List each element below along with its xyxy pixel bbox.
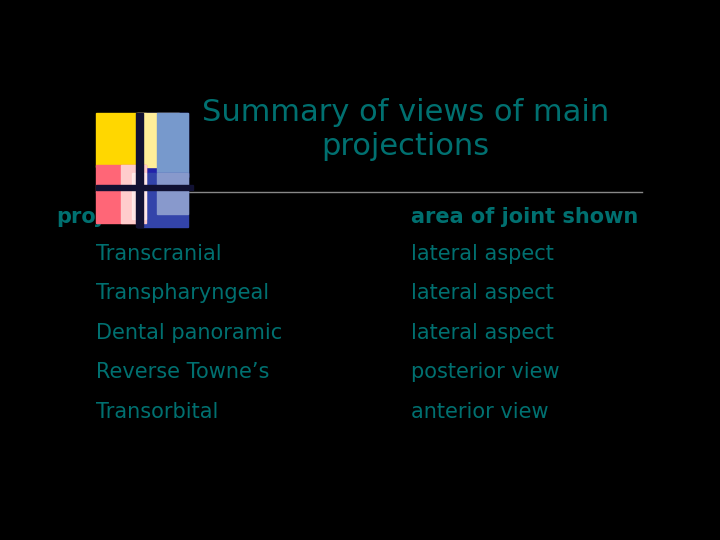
Text: Transpharyngeal: Transpharyngeal <box>96 284 269 303</box>
Text: lateral aspect: lateral aspect <box>411 284 554 303</box>
Bar <box>138 173 188 227</box>
Text: anterior view: anterior view <box>411 402 549 422</box>
Bar <box>96 185 193 190</box>
Bar <box>138 113 188 177</box>
Text: lateral aspect: lateral aspect <box>411 244 554 264</box>
Text: Transcranial: Transcranial <box>96 244 221 264</box>
Text: projection: projection <box>57 207 176 227</box>
Text: Reverse Towne’s: Reverse Towne’s <box>96 362 269 382</box>
Bar <box>121 165 145 223</box>
Text: lateral aspect: lateral aspect <box>411 323 554 343</box>
Text: posterior view: posterior view <box>411 362 559 382</box>
Bar <box>136 113 143 227</box>
Text: Transorbital: Transorbital <box>96 402 218 422</box>
Bar <box>96 113 145 167</box>
Text: Dental panoramic: Dental panoramic <box>96 323 282 343</box>
Bar <box>157 173 188 214</box>
Bar <box>132 173 145 219</box>
Text: Summary of views of main
projections: Summary of views of main projections <box>202 98 609 160</box>
Bar <box>138 113 179 167</box>
Text: area of joint shown: area of joint shown <box>411 207 638 227</box>
Bar <box>96 165 145 223</box>
Bar <box>157 113 188 177</box>
